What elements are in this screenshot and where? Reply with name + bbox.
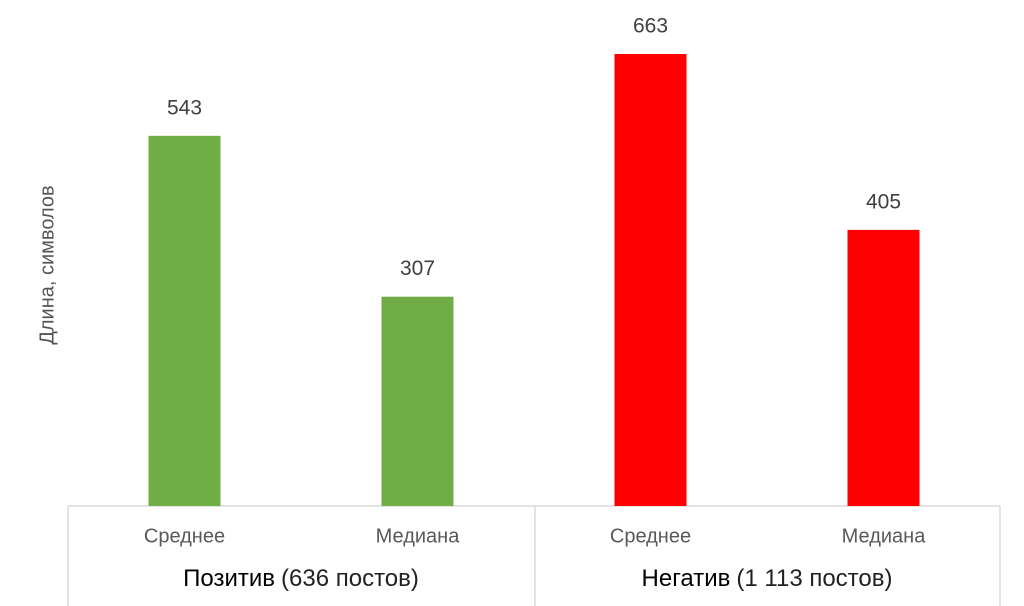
bar [614, 54, 687, 506]
bar [148, 135, 221, 507]
group-detail: (1 113 постов) [736, 565, 892, 592]
x-tick-label: Медиана [376, 525, 461, 547]
group-label: Позитив (636 постов) [183, 565, 419, 592]
group-label: Негатив (1 113 постов) [642, 565, 893, 592]
value-label: 543 [167, 96, 202, 119]
x-tick-label: Среднее [144, 525, 225, 547]
x-tick-label: Среднее [610, 525, 691, 547]
group-name: Негатив [642, 565, 731, 592]
y-axis-label: Длина, символов [36, 185, 58, 344]
bar [381, 296, 454, 506]
value-label: 307 [400, 257, 435, 280]
value-label: 663 [633, 15, 668, 38]
bar [847, 229, 920, 506]
value-label: 405 [866, 190, 901, 213]
group-detail: (636 постов) [281, 565, 419, 592]
x-tick-label: Медиана [842, 525, 927, 547]
group-name: Позитив [183, 565, 275, 592]
